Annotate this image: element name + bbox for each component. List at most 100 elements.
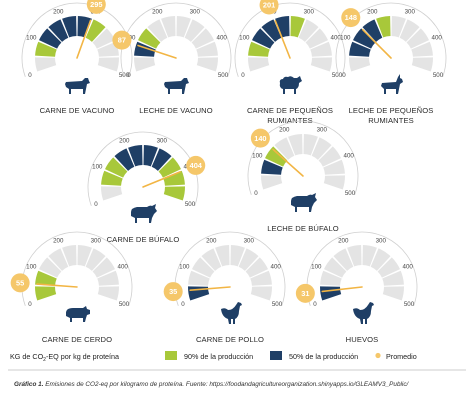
gauge-tick-label: 300: [91, 238, 102, 245]
average-value: 140: [254, 134, 266, 143]
gauge-tick-label: 500: [185, 201, 196, 208]
gauge: 0 100 200 300 400 500 31 HUEVOS: [295, 231, 418, 344]
gauge-segment-p50: [362, 19, 383, 42]
gauge-segment: [323, 159, 345, 175]
gauge-tick-label: 0: [254, 190, 258, 197]
legend-avg-label: Promedio: [386, 352, 417, 361]
gauge-segment: [248, 57, 270, 72]
gauge-segment: [261, 175, 283, 190]
gauge-tick-label: 500: [218, 72, 229, 79]
gauge-tick-label: 100: [252, 153, 263, 160]
gauge-segment: [85, 248, 106, 271]
gauge-tick-label: 200: [338, 238, 349, 245]
gauge-tick-label: 500: [332, 72, 343, 79]
gauge-tick-label: 100: [26, 264, 37, 271]
gauge-tick-label: 500: [404, 301, 415, 308]
gauge-tick-label: 200: [367, 9, 378, 16]
gauge-segment: [349, 57, 371, 72]
gauges-group: 0 100 200 300 400 500 295 CARNE DE VACUNO 0 100 20…: [10, 0, 447, 344]
gauge-segment-p90: [101, 170, 123, 186]
gauge-segment: [101, 186, 123, 201]
legend-p50-label: 50% de la producción: [289, 352, 358, 361]
gauge-segment: [318, 146, 342, 167]
gauge-segment-p50: [38, 28, 62, 49]
average-value: 404: [190, 161, 203, 170]
gauge: 0100200300400500295CARNE DE VACUNO: [21, 0, 133, 115]
gauge-segment-p50: [48, 19, 69, 42]
gauge-segment: [323, 257, 347, 278]
legend-unit: KG de CO2-EQ por kg de proteína: [10, 352, 119, 363]
gauge-segment-p50: [320, 286, 342, 301]
gauge-segment: [298, 19, 319, 42]
gauge-segment: [35, 57, 57, 72]
gauge: 0 100 200 300 400 500 35 CARNE DE POLLO: [163, 231, 286, 344]
gauge-segment: [230, 245, 245, 267]
gauge-segment: [274, 137, 295, 160]
gauge-segment-p90: [248, 41, 270, 57]
gauge-segment: [97, 286, 119, 301]
gauge-segment: [362, 245, 377, 267]
gauge-tick-label: 300: [376, 238, 387, 245]
gauge-segment: [382, 270, 404, 286]
gauge-segment: [303, 134, 318, 156]
gauge-segment-p90: [376, 16, 391, 38]
gauge-segment: [48, 248, 69, 271]
gauge-label: CARNE DE POLLO: [196, 335, 264, 344]
gauge-segment: [370, 248, 391, 271]
gauge-tick-label: 400: [217, 35, 228, 42]
gauge-segment: [97, 57, 119, 72]
gauge-label: CARNE DE PEQUEÑOS: [247, 106, 333, 115]
gauge-tick-label: 200: [53, 9, 64, 16]
average-value: 31: [301, 289, 309, 298]
gauge-tick-label: 0: [28, 301, 32, 308]
gauge-needle: [274, 19, 291, 59]
gauge-needle: [36, 283, 78, 288]
gauge-tick-label: 0: [127, 72, 131, 79]
gauge-segment-p50: [114, 148, 135, 171]
cow-icon: [65, 78, 90, 94]
gauge-segment: [250, 270, 272, 286]
gauge-label: LECHE DE BÚFALO: [267, 224, 339, 233]
gauge-tick-label: 300: [317, 127, 328, 134]
gauge-segment-p90: [158, 157, 182, 178]
gauge-tick-label: 100: [26, 35, 37, 42]
gauge-tick-label: 500: [433, 72, 444, 79]
gauge-segment: [97, 41, 119, 57]
gauge-segment: [38, 257, 62, 278]
gauge-tick-label: 400: [118, 264, 129, 271]
gauge-tick-label: 400: [271, 264, 282, 271]
gauge-segment-p90: [264, 146, 288, 167]
average-badge: [163, 282, 183, 302]
gauge-tick-label: 300: [244, 238, 255, 245]
gauge-label: RUMIANTES: [368, 116, 414, 125]
gauge-segment: [310, 41, 332, 57]
legend-swatch-p90: [165, 351, 177, 360]
gauge-tick-label: 300: [405, 9, 416, 16]
gauge-needle: [189, 286, 231, 292]
gauge-tick-label: 100: [92, 164, 103, 171]
gauge-segment-p50: [143, 145, 158, 167]
gauge-needle: [272, 148, 304, 177]
gauge-segment-p50: [349, 41, 371, 57]
average-value: 148: [345, 13, 357, 22]
gauge-segment: [62, 245, 77, 267]
gauge-tick-label: 100: [340, 35, 351, 42]
average-badge: [112, 30, 132, 50]
average-value: 87: [118, 36, 126, 45]
buffalo-icon: [291, 193, 317, 212]
gauge: 0100200300400500404CARNE DE BÚFALO: [87, 131, 206, 244]
gauge-tick-label: 200: [53, 238, 64, 245]
gauge-segment: [311, 137, 332, 160]
gauge-segment-p90: [163, 186, 186, 201]
gauge-segment-p90: [35, 41, 57, 57]
gauge-segment: [188, 270, 210, 286]
gauge-segment: [147, 19, 168, 42]
gauge-segment: [245, 257, 269, 278]
gauge-segment: [288, 134, 303, 156]
gauge-needle: [76, 19, 92, 59]
buffalo-icon: [131, 204, 157, 223]
gauge-segment: [134, 57, 156, 72]
gauge-segment: [391, 16, 406, 38]
gauge-segment: [201, 248, 222, 271]
gauge-segment-p50: [352, 28, 376, 49]
